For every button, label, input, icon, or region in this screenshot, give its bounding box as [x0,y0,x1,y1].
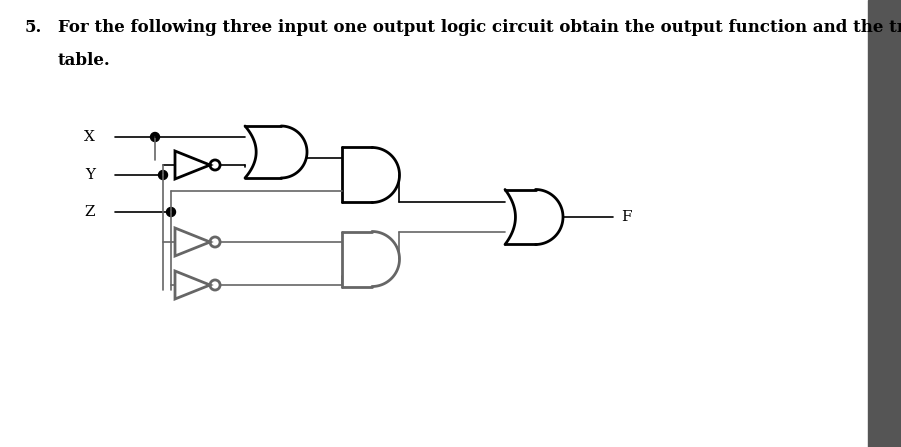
Text: F: F [621,210,632,224]
Text: table.: table. [58,52,111,69]
Bar [868,0,901,447]
Text: Y: Y [85,168,95,182]
Circle shape [167,207,176,216]
Text: 5.: 5. [25,19,42,36]
Text: For the following three input one output logic circuit obtain the output functio: For the following three input one output… [58,19,901,36]
Circle shape [150,132,159,142]
Circle shape [159,170,168,180]
Text: Z: Z [85,205,95,219]
Text: X: X [84,130,95,144]
